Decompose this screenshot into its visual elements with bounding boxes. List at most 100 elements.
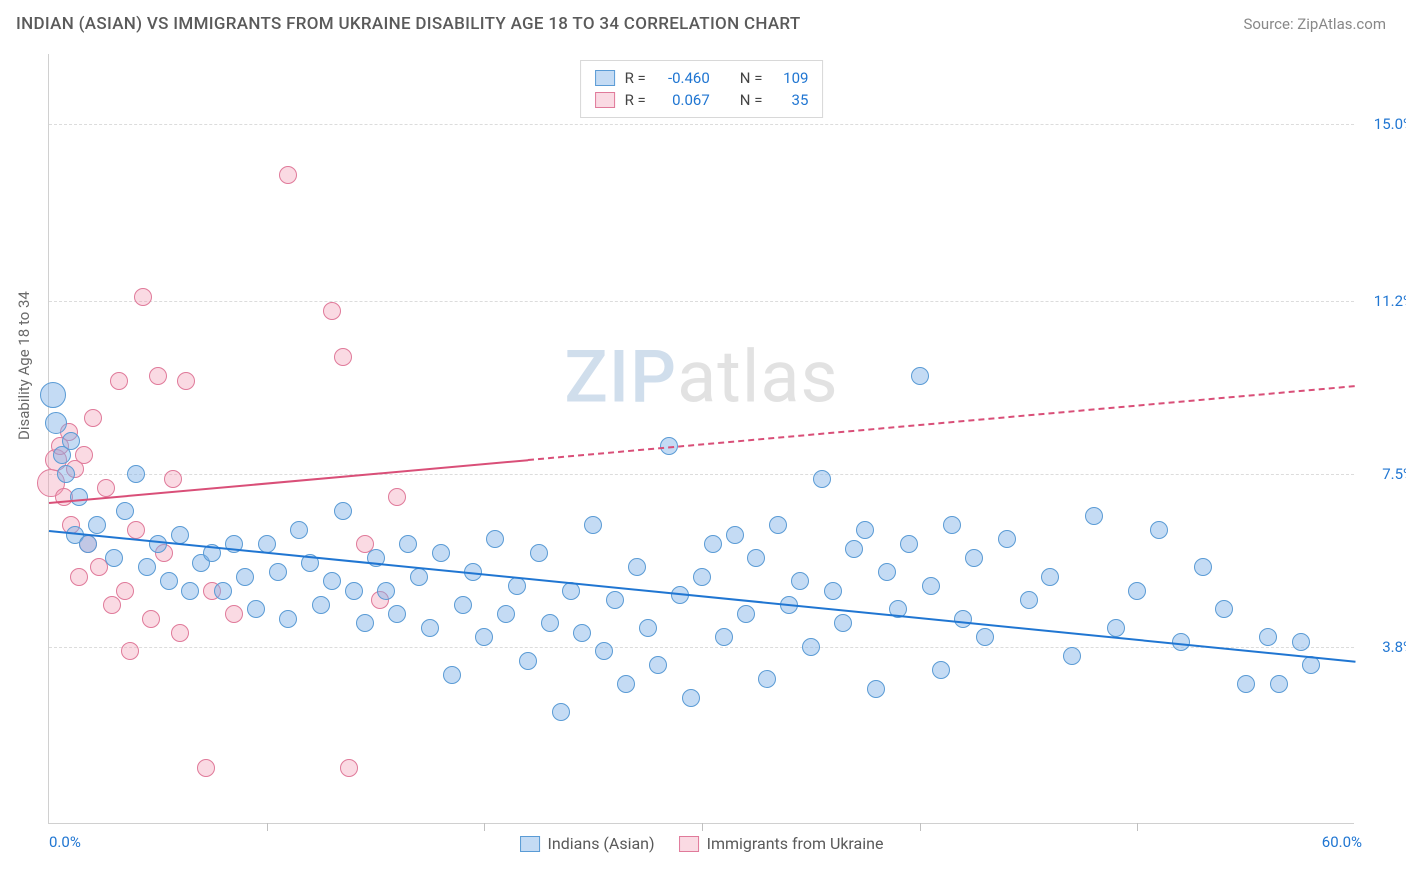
watermark-part2: atlas: [677, 334, 839, 419]
scatter-point-indian: [45, 412, 67, 434]
x-axis-label: 60.0%: [1322, 833, 1362, 851]
scatter-point-ukraine: [110, 372, 128, 390]
legend-item: Indians (Asian): [520, 834, 655, 853]
gridline: [49, 301, 1354, 302]
scatter-point-indian: [584, 516, 602, 534]
scatter-point-indian: [1150, 521, 1168, 539]
x-tick: [920, 823, 921, 831]
legend-swatch: [595, 92, 615, 108]
x-tick: [267, 823, 268, 831]
scatter-point-indian: [649, 656, 667, 674]
scatter-point-indian: [998, 530, 1016, 548]
r-label: R =: [625, 69, 646, 87]
scatter-point-indian: [878, 563, 896, 581]
scatter-point-ukraine: [127, 521, 145, 539]
scatter-point-indian: [138, 558, 156, 576]
scatter-point-indian: [290, 521, 308, 539]
scatter-point-indian: [40, 382, 66, 408]
y-tick-label: 11.2%: [1374, 292, 1406, 310]
legend-swatch: [520, 836, 540, 852]
scatter-point-indian: [236, 568, 254, 586]
scatter-point-indian: [356, 614, 374, 632]
scatter-point-indian: [519, 652, 537, 670]
y-tick-label: 3.8%: [1382, 638, 1406, 656]
gridline: [49, 647, 1354, 648]
legend-item: Immigrants from Ukraine: [679, 834, 884, 853]
scatter-point-indian: [279, 610, 297, 628]
legend-swatch: [595, 70, 615, 86]
scatter-point-ukraine: [121, 642, 139, 660]
scatter-point-indian: [845, 540, 863, 558]
scatter-point-indian: [105, 549, 123, 567]
scatter-point-indian: [530, 544, 548, 562]
scatter-point-ukraine: [149, 367, 167, 385]
watermark-text: ZIPatlas: [564, 334, 838, 419]
scatter-point-indian: [628, 558, 646, 576]
scatter-point-ukraine: [323, 302, 341, 320]
scatter-point-indian: [432, 544, 450, 562]
scatter-point-indian: [639, 619, 657, 637]
scatter-point-indian: [943, 516, 961, 534]
scatter-point-indian: [737, 605, 755, 623]
scatter-point-indian: [932, 661, 950, 679]
scatter-point-indian: [693, 568, 711, 586]
scatter-point-indian: [824, 582, 842, 600]
n-label: N =: [740, 69, 763, 87]
scatter-point-indian: [758, 670, 776, 688]
scatter-point-indian: [410, 568, 428, 586]
chart-title: INDIAN (ASIAN) VS IMMIGRANTS FROM UKRAIN…: [16, 14, 801, 34]
r-value: -0.460: [656, 69, 710, 87]
scatter-point-ukraine: [197, 759, 215, 777]
scatter-point-ukraine: [177, 372, 195, 390]
y-axis-label: Disability Age 18 to 34: [15, 291, 33, 440]
scatter-point-indian: [399, 535, 417, 553]
scatter-point-ukraine: [84, 409, 102, 427]
scatter-point-indian: [454, 596, 472, 614]
scatter-point-indian: [508, 577, 526, 595]
scatter-point-indian: [1128, 582, 1146, 600]
n-value: 35: [772, 91, 808, 109]
scatter-point-indian: [1259, 628, 1277, 646]
scatter-point-indian: [595, 642, 613, 660]
trendline: [528, 385, 1355, 461]
y-tick-label: 15.0%: [1374, 115, 1406, 133]
scatter-point-indian: [541, 614, 559, 632]
scatter-point-indian: [726, 526, 744, 544]
scatter-point-ukraine: [142, 610, 160, 628]
scatter-point-indian: [769, 516, 787, 534]
scatter-point-indian: [334, 502, 352, 520]
series-legend: Indians (Asian) Immigrants from Ukraine: [520, 834, 884, 853]
x-tick: [702, 823, 703, 831]
scatter-point-indian: [1237, 675, 1255, 693]
scatter-point-indian: [813, 470, 831, 488]
scatter-point-indian: [377, 582, 395, 600]
scatter-point-indian: [247, 600, 265, 618]
scatter-point-indian: [345, 582, 363, 600]
scatter-point-indian: [497, 605, 515, 623]
gridline: [49, 474, 1354, 475]
scatter-point-indian: [1063, 647, 1081, 665]
y-tick-label: 7.5%: [1382, 465, 1406, 483]
scatter-point-indian: [617, 675, 635, 693]
scatter-point-indian: [1270, 675, 1288, 693]
scatter-point-indian: [57, 465, 75, 483]
scatter-point-ukraine: [70, 568, 88, 586]
x-tick: [484, 823, 485, 831]
n-label: N =: [740, 91, 763, 109]
scatter-point-indian: [116, 502, 134, 520]
scatter-point-indian: [421, 619, 439, 637]
scatter-point-indian: [486, 530, 504, 548]
source-attribution: Source: ZipAtlas.com: [1243, 15, 1386, 33]
scatter-point-indian: [573, 624, 591, 642]
scatter-point-indian: [834, 614, 852, 632]
scatter-point-indian: [1194, 558, 1212, 576]
scatter-point-ukraine: [97, 479, 115, 497]
scatter-point-indian: [867, 680, 885, 698]
scatter-point-indian: [475, 628, 493, 646]
scatter-point-indian: [552, 703, 570, 721]
scatter-point-indian: [715, 628, 733, 646]
scatter-point-indian: [79, 535, 97, 553]
scatter-point-indian: [1041, 568, 1059, 586]
scatter-point-indian: [214, 582, 232, 600]
scatter-point-indian: [747, 549, 765, 567]
